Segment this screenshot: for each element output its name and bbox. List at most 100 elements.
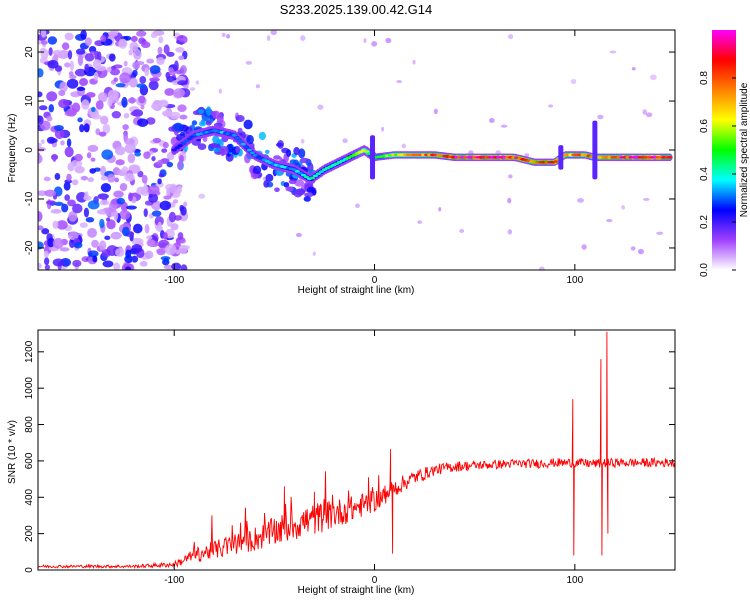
spectrogram-noise-blob [88,46,97,54]
spectrogram-noise-blob [128,77,138,88]
spectrogram-noise-blob [38,225,44,231]
spectrogram-noise-blob [121,96,128,108]
spectrogram-noise-blob [371,41,378,47]
spectrogram-noise-blob [71,102,81,113]
spectrogram-noise-blob [131,244,143,253]
spectrogram-noise-blob [642,197,650,201]
spectrogram-noise-blob [38,91,43,98]
spectrogram-noise-blob [38,105,48,111]
spectrogram-noise-blob [317,104,324,110]
spectrogram-noise-blob [80,30,87,40]
spectrogram-noise-blob [124,255,133,264]
spectrogram-noise-blob [67,50,73,60]
spectrogram-halo-blob [205,120,212,126]
snr-series-group [38,331,675,570]
spectrogram-ridge-core [183,139,189,143]
snr-line [38,331,675,570]
spectrogram-noise-blob [69,60,75,71]
spectrogram-noise-blob [606,219,613,223]
spectrogram-noise-blob [148,80,159,91]
spectrogram-y-tick-label: 10 [24,95,35,107]
spectrogram-noise-blob [64,194,70,201]
spectrogram-halo-blob [197,109,205,114]
spectrogram-halo-blob [252,167,258,174]
spectrogram-noise-blob [133,49,142,60]
snr-plot-area [38,331,675,570]
spectrogram-noise-blob [93,71,99,81]
spectrogram-noise-blob [161,148,168,153]
snr-y-tick-label: 1000 [24,377,35,400]
spectrogram-plot-area [38,30,673,270]
spectrogram-noise-blob [74,68,87,77]
spectrogram-noise-blob [64,32,74,41]
colorbar-tick-label: 0.8 [699,71,710,85]
spectrogram-noise-blob [68,211,78,222]
spectrogram-noise-blob [150,32,158,39]
spectrogram-noise-blob [114,146,126,156]
spectrogram-noise-blob [91,239,99,248]
spectrogram-noise-blob [124,143,136,154]
spectrogram-noise-blob [438,207,442,212]
spectrogram-noise-blob [143,208,148,218]
spectrogram-noise-blob [158,173,165,178]
spectrogram-noise-blob [144,223,150,234]
spectrogram-noise-blob [47,60,59,69]
spectrogram-noise-blob [637,248,644,255]
spectrogram-noise-blob [107,89,119,101]
spectrogram-noise-blob [245,60,253,65]
spectrogram-noise-blob [77,54,84,66]
spectrogram-noise-blob [123,60,128,67]
spectrogram-noise-blob [645,112,653,118]
spectrogram-noise-blob [122,226,130,237]
spectrogram-halo-blob [304,192,314,198]
spectrogram-noise-blob [150,103,159,110]
spectrogram-y-tick-label: 0 [24,147,35,153]
spectrogram-noise-blob [173,88,186,98]
spectrogram-ridge-core [309,176,316,180]
spectrogram-vertical-streak [370,135,376,180]
spectrogram-ridge-core [667,155,673,159]
colorbar-tick-label: 0.2 [699,215,710,229]
spectrogram-ridge-core [171,148,177,152]
spectrogram-noise-blob [52,49,64,56]
spectrogram-halo-blob [258,131,266,141]
spectrogram-noise-blob [433,108,438,115]
spectrogram-noise-blob [91,114,102,120]
spectrogram-noise-blob [127,153,136,164]
spectrogram-noise-blob [101,149,114,160]
spectrogram-noise-blob [175,46,185,53]
spectrogram-noise-blob [100,115,109,125]
spectrogram-halo-blob [299,157,310,164]
spectrogram-halo-blob [263,180,270,188]
spectrogram-ridge-core [180,141,186,145]
spectrogram-noise-blob [87,250,99,258]
spectrogram-noise-blob [115,247,125,257]
spectrogram-noise-blob [52,220,59,229]
spectrogram-noise-blob [45,200,57,205]
spectrogram-noise-blob [59,81,68,93]
spectrogram-noise-blob [47,36,58,45]
spectrogram-halo-blob [264,149,270,154]
spectrogram-noise-blob [106,219,116,230]
spectrogram-noise-blob [52,153,57,162]
spectrogram-noise-blob [43,176,51,182]
spectrogram-noise-blob [144,67,150,77]
spectrogram-noise-blob [87,200,100,210]
spectrogram-noise-blob [94,50,100,61]
spectrogram-noise-blob [163,195,172,200]
spectrogram-noise-blob [255,84,261,89]
spectrogram-noise-blob [132,223,143,234]
spectrogram-noise-blob [195,80,200,85]
snr-frame [37,329,676,571]
spectrogram-noise-blob [79,78,89,86]
spectrogram-noise-blob [174,60,179,72]
spectrogram-noise-blob [125,266,132,270]
spectrogram-noise-blob [137,170,144,178]
spectrogram-noise-blob [134,151,142,157]
spectrogram-noise-blob [58,89,66,97]
spectrogram-halo-blob [243,119,253,130]
spectrogram-noise-blob [106,217,111,222]
spectrogram-noise-blob [630,246,636,251]
spectrogram-halo-blob [191,120,198,126]
